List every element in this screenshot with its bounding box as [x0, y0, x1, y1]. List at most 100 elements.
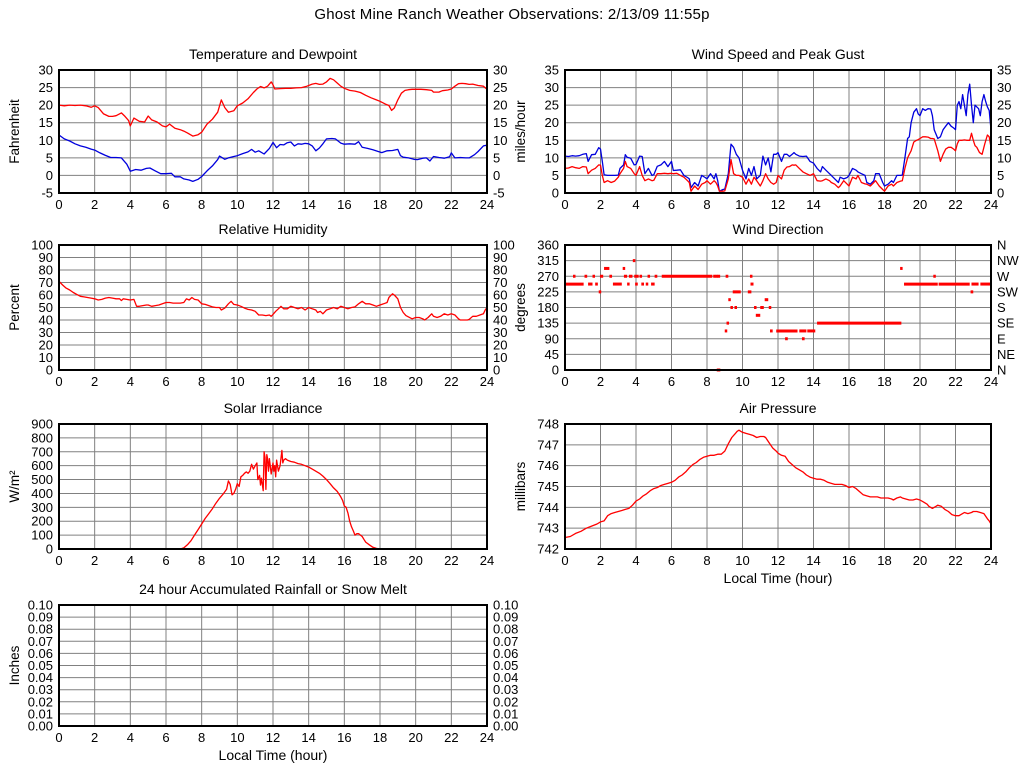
y-axis-label: Fahrenheit [7, 99, 22, 164]
svg-text:18: 18 [373, 553, 387, 568]
y-axis-label: Inches [7, 645, 22, 685]
rainfall-chart: 24 hour Accumulated Rainfall or Snow Mel… [0, 572, 524, 768]
axis-frame [564, 423, 992, 550]
svg-text:5: 5 [46, 150, 53, 165]
svg-text:4: 4 [127, 553, 134, 568]
y-axis-label: millibars [513, 462, 528, 512]
svg-text:10: 10 [39, 133, 53, 148]
svg-text:0.02: 0.02 [28, 694, 53, 709]
irradiance-line [59, 449, 487, 550]
svg-text:0.04: 0.04 [493, 670, 518, 685]
wind-speed-gust-plot: Wind Speed and Peak Gust0510152025303505… [513, 46, 1011, 212]
y-axis-label: Percent [7, 284, 22, 331]
svg-text:15: 15 [545, 133, 559, 148]
x-axis-label: Local Time (hour) [724, 570, 833, 586]
svg-text:6: 6 [162, 553, 169, 568]
temperature-dewpoint-plot: Temperature and Dewpoint-5051015202530-5… [7, 46, 507, 212]
svg-text:0.08: 0.08 [493, 622, 518, 637]
svg-text:744: 744 [537, 500, 559, 515]
svg-text:40: 40 [39, 313, 53, 328]
y-axis-label: miles/hour [513, 100, 528, 163]
svg-text:25: 25 [997, 98, 1011, 113]
svg-text:-5: -5 [493, 186, 505, 201]
pressure-line [564, 429, 992, 539]
svg-text:0: 0 [46, 168, 53, 183]
svg-text:24: 24 [984, 374, 998, 389]
temperature-line [58, 77, 488, 137]
svg-text:18: 18 [877, 197, 891, 212]
y-tick-labels-left: 0 5 10 15 20 25 30 35 [545, 63, 559, 201]
svg-text:30: 30 [493, 325, 507, 340]
svg-text:24: 24 [480, 374, 494, 389]
temperature-dewpoint-chart: Temperature and Dewpoint -5 0 5 10 15 20 25 30 -5… [0, 40, 524, 225]
svg-text:14: 14 [301, 197, 315, 212]
y-tick-labels-left: -5 0 5 10 15 20 25 30 [39, 63, 53, 201]
wind-direction-plot: Wind Direction04590135180225270315360NNE… [513, 221, 1019, 389]
svg-text:300: 300 [31, 500, 53, 515]
y-axis-label: degrees [513, 283, 528, 332]
axis-frame [564, 244, 992, 371]
svg-text:20: 20 [39, 338, 53, 353]
svg-text:0.09: 0.09 [493, 610, 518, 625]
wind-direction-chart: Wind Direction 0 45 90 135 180 225 270 315 360 N NE… [512, 215, 1024, 400]
svg-text:2: 2 [91, 553, 98, 568]
svg-text:12: 12 [266, 553, 280, 568]
svg-text:16: 16 [842, 197, 856, 212]
x-tick-labels: 0 2 4 6 8 10 12 14 16 18 20 22 24 [561, 197, 998, 212]
svg-text:6: 6 [668, 553, 675, 568]
svg-text:100: 100 [31, 238, 53, 253]
svg-text:0: 0 [46, 363, 53, 378]
svg-text:35: 35 [545, 63, 559, 78]
svg-text:6: 6 [668, 197, 675, 212]
svg-text:0.05: 0.05 [28, 658, 53, 673]
svg-text:0: 0 [997, 186, 1004, 201]
svg-text:18: 18 [373, 730, 387, 745]
svg-text:0.01: 0.01 [493, 706, 518, 721]
svg-text:24: 24 [480, 553, 494, 568]
svg-text:600: 600 [31, 458, 53, 473]
svg-text:22: 22 [948, 197, 962, 212]
svg-text:18: 18 [877, 374, 891, 389]
svg-text:16: 16 [337, 374, 351, 389]
svg-text:6: 6 [162, 730, 169, 745]
svg-text:14: 14 [301, 553, 315, 568]
svg-text:6: 6 [162, 197, 169, 212]
svg-text:16: 16 [842, 374, 856, 389]
svg-text:0: 0 [493, 363, 500, 378]
svg-text:25: 25 [39, 80, 53, 95]
svg-text:10: 10 [493, 133, 507, 148]
svg-text:15: 15 [493, 115, 507, 130]
chart-title: Solar Irradiance [224, 400, 323, 416]
svg-text:180: 180 [537, 300, 559, 315]
svg-text:0.07: 0.07 [493, 634, 518, 649]
svg-text:22: 22 [444, 553, 458, 568]
svg-text:0: 0 [561, 553, 568, 568]
x-tick-labels: 0 2 4 6 8 10 12 14 16 18 20 22 24 [561, 374, 998, 389]
svg-text:8: 8 [198, 730, 205, 745]
svg-text:270: 270 [537, 269, 559, 284]
axis-frame [58, 69, 488, 194]
svg-text:4: 4 [632, 553, 639, 568]
svg-text:20: 20 [408, 553, 422, 568]
svg-text:30: 30 [39, 63, 53, 78]
axis-frame [58, 604, 488, 727]
wind-direction-segments [565, 259, 991, 372]
svg-text:20: 20 [997, 115, 1011, 130]
svg-text:6: 6 [668, 374, 675, 389]
svg-text:80: 80 [493, 263, 507, 278]
solar-irradiance-plot: Solar Irradiance 010020030040050060070080… [7, 400, 494, 568]
svg-text:50: 50 [493, 300, 507, 315]
svg-text:743: 743 [537, 521, 559, 536]
y-tick-labels-right: 0 5 10 15 20 25 30 35 [997, 63, 1011, 201]
svg-text:0.07: 0.07 [28, 634, 53, 649]
svg-text:100: 100 [493, 238, 515, 253]
svg-text:22: 22 [948, 553, 962, 568]
svg-text:0: 0 [552, 186, 559, 201]
svg-text:15: 15 [997, 133, 1011, 148]
svg-text:0.00: 0.00 [28, 719, 53, 734]
chart-title: Relative Humidity [219, 221, 328, 237]
svg-text:0.06: 0.06 [28, 646, 53, 661]
svg-text:0.10: 0.10 [28, 598, 53, 613]
